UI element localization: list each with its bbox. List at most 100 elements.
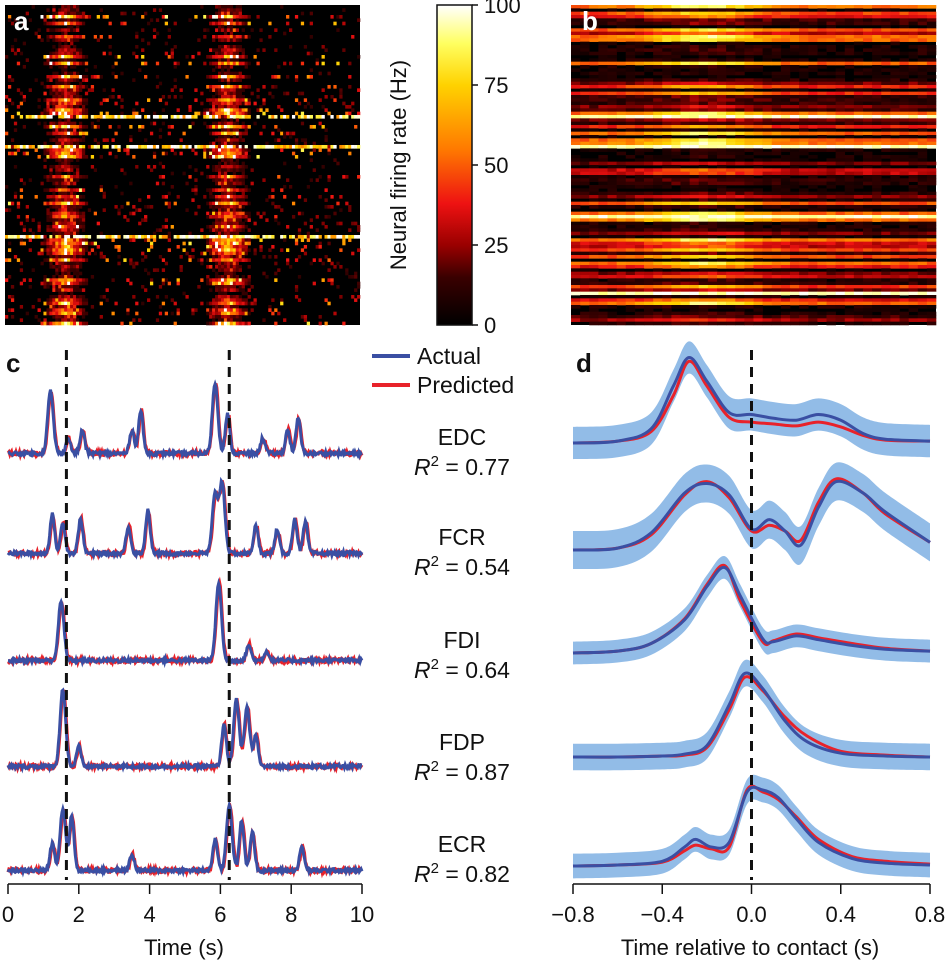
heatmap-a-cell — [49, 228, 53, 232]
heatmap-a-cell — [58, 165, 62, 169]
heatmap-a-cell — [342, 241, 346, 246]
heatmap-b-cell — [735, 161, 745, 166]
heatmap-b-cell — [780, 5, 791, 9]
heatmap-b-cell — [671, 78, 681, 82]
heatmap-a-cell — [19, 115, 24, 119]
heatmap-a-cell — [262, 145, 266, 149]
heatmap-a-cell — [46, 145, 50, 149]
heatmap-a-cell — [321, 278, 325, 282]
heatmap-a-cell — [167, 125, 171, 129]
heatmap-b-cell — [835, 161, 846, 166]
heatmap-a-cell — [114, 101, 118, 106]
heatmap-a-cell — [354, 271, 358, 276]
heatmap-a-cell — [206, 165, 210, 169]
heatmap-b-cell — [863, 88, 873, 92]
heatmap-a-cell — [226, 61, 231, 66]
heatmap-a-cell — [81, 175, 86, 179]
heatmap-a-cell — [161, 278, 166, 282]
heatmap-a-cell — [58, 65, 62, 69]
heatmap-a-cell — [244, 218, 248, 222]
heatmap-b-cell — [863, 175, 873, 179]
heatmap-a-cell — [223, 268, 228, 272]
heatmap-a-cell — [43, 318, 47, 322]
heatmap-a-cell — [49, 321, 53, 326]
heatmap-b-cell — [634, 8, 645, 12]
heatmap-b-cell — [881, 51, 891, 56]
heatmap-a-cell — [61, 78, 65, 82]
heatmap-b-cell — [780, 118, 791, 122]
heatmap-a-cell — [173, 235, 177, 239]
heatmap-a-cell — [229, 211, 234, 216]
heatmap-a-cell — [90, 305, 95, 309]
heatmap-a-cell — [303, 221, 308, 226]
heatmap-a-cell — [179, 268, 183, 272]
heatmap-a-cell — [52, 88, 56, 92]
heatmap-b-cell — [808, 111, 818, 116]
heatmap-b-cell — [671, 51, 681, 56]
heatmap-a-cell — [58, 191, 62, 196]
heatmap-a-cell — [226, 305, 231, 309]
heatmap-a-cell — [52, 298, 56, 302]
heatmap-b-cell — [698, 65, 709, 69]
heatmap-a-cell — [232, 175, 237, 179]
heatmap-a-cell — [58, 241, 62, 246]
heatmap-a-cell — [87, 88, 92, 92]
heatmap-a-cell — [49, 241, 53, 246]
heatmap-a-cell — [259, 108, 263, 112]
heatmap-a-cell — [232, 101, 237, 106]
heatmap-b-cell — [598, 175, 608, 179]
heatmap-a-cell — [73, 228, 77, 232]
heatmap-a-cell — [64, 298, 68, 302]
heatmap-b-cell — [662, 118, 672, 122]
heatmap-a-cell — [58, 51, 62, 56]
heatmap-b-cell — [680, 15, 690, 19]
heatmap-b-cell — [571, 171, 581, 176]
heatmap-a-cell — [206, 308, 210, 312]
heatmap-a-cell — [81, 211, 86, 216]
heatmap-b-cell — [662, 51, 672, 56]
heatmap-b-cell — [826, 95, 836, 99]
heatmap-a-cell — [58, 168, 62, 172]
heatmap-a-cell — [67, 241, 71, 246]
heatmap-a-cell — [229, 98, 234, 102]
heatmap-a-cell — [158, 255, 163, 259]
colorbar-tick-label: 75 — [484, 73, 508, 98]
heatmap-a-cell — [161, 15, 166, 19]
heatmap-a-cell — [43, 248, 47, 252]
heatmap-a-cell — [223, 265, 228, 269]
heatmap-a-cell — [46, 225, 50, 229]
heatmap-a-cell — [215, 198, 219, 202]
heatmap-b-cell — [808, 65, 818, 69]
heatmap-a-cell — [280, 248, 284, 252]
heatmap-a-cell — [212, 205, 216, 209]
heatmap-a-cell — [226, 181, 231, 186]
heatmap-b-cell — [908, 101, 919, 106]
heatmap-a-cell — [327, 175, 331, 179]
heatmap-a-cell — [64, 108, 68, 112]
heatmap-a-cell — [43, 108, 47, 112]
heatmap-a-cell — [81, 321, 86, 326]
heatmap-a-cell — [220, 291, 225, 296]
heatmap-a-cell — [46, 15, 50, 19]
heatmap-a-cell — [226, 108, 231, 112]
heatmap-b-cell — [908, 65, 919, 69]
heatmap-a-cell — [173, 45, 177, 49]
heatmap-a-cell — [223, 28, 228, 32]
heatmap-a-cell — [61, 125, 65, 129]
heatmap-b-cell — [853, 111, 864, 116]
heatmap-a-cell — [52, 148, 56, 152]
heatmap-b-cell — [844, 51, 855, 56]
heatmap-b-cell — [653, 158, 663, 162]
heatmap-a-cell — [309, 125, 313, 129]
heatmap-a-cell — [241, 161, 245, 166]
heatmap-a-cell — [76, 108, 80, 112]
heatmap-b-cell — [744, 145, 754, 149]
heatmap-b-cell — [616, 81, 627, 86]
heatmap-b-cell — [653, 155, 663, 159]
heatmap-a-cell — [348, 238, 352, 242]
heatmap-a-cell — [152, 35, 157, 39]
heatmap-b-cell — [625, 168, 636, 172]
heatmap-b-cell — [571, 141, 581, 146]
heatmap-a-cell — [206, 215, 210, 219]
heatmap-a-cell — [64, 181, 68, 186]
